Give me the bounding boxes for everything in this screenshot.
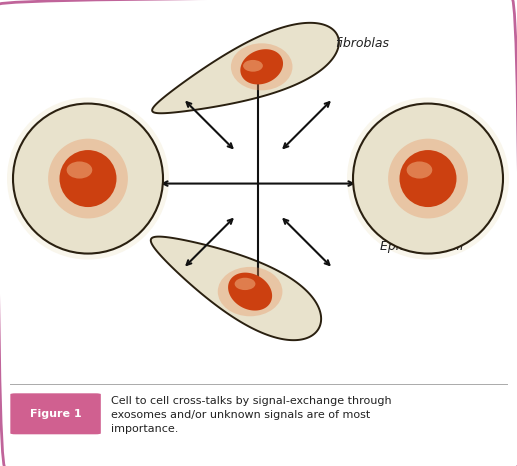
- Ellipse shape: [67, 161, 92, 178]
- Ellipse shape: [7, 97, 169, 260]
- Ellipse shape: [235, 278, 255, 290]
- Ellipse shape: [388, 139, 468, 219]
- Text: Epithelial cell: Epithelial cell: [380, 240, 464, 253]
- Ellipse shape: [13, 103, 163, 254]
- Polygon shape: [240, 49, 283, 84]
- Text: fibroblas: fibroblas: [335, 37, 389, 50]
- FancyBboxPatch shape: [10, 393, 101, 434]
- Ellipse shape: [353, 103, 503, 254]
- Ellipse shape: [231, 43, 293, 90]
- Ellipse shape: [48, 139, 128, 219]
- Ellipse shape: [243, 60, 263, 72]
- Ellipse shape: [407, 161, 432, 178]
- Ellipse shape: [59, 150, 116, 207]
- Ellipse shape: [400, 150, 457, 207]
- Text: Cell to cell cross-talks by signal-exchange through
exosomes and/or unknown sign: Cell to cell cross-talks by signal-excha…: [111, 396, 392, 434]
- Polygon shape: [151, 237, 321, 340]
- Polygon shape: [228, 273, 272, 310]
- Ellipse shape: [218, 267, 282, 316]
- Polygon shape: [152, 23, 339, 113]
- Text: Figure 1: Figure 1: [30, 409, 82, 419]
- Ellipse shape: [347, 97, 509, 260]
